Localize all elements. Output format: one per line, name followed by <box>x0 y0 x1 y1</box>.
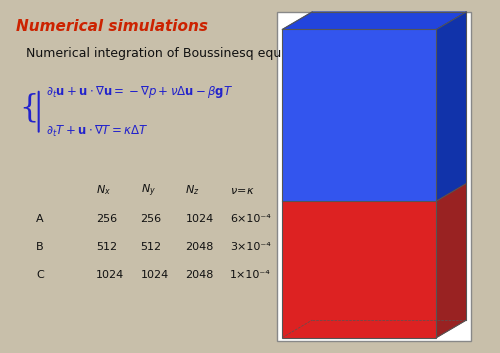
Text: 1024: 1024 <box>186 214 214 223</box>
Text: $\partial_t T + \mathbf{u} \cdot \nabla T = \kappa \Delta T$: $\partial_t T + \mathbf{u} \cdot \nabla … <box>46 124 148 138</box>
Text: 6×10⁻⁴: 6×10⁻⁴ <box>230 214 271 223</box>
Text: B: B <box>36 241 44 252</box>
Text: 1×10⁻⁴: 1×10⁻⁴ <box>230 270 271 280</box>
Bar <box>282 201 436 337</box>
Text: $\nu\!=\!\kappa$: $\nu\!=\!\kappa$ <box>230 186 255 196</box>
Text: 512: 512 <box>96 241 117 252</box>
Text: 512: 512 <box>140 241 162 252</box>
Text: 3×10⁻⁴: 3×10⁻⁴ <box>230 241 271 252</box>
Text: Numerical integration of Boussinesq equation: Numerical integration of Boussinesq equa… <box>26 47 313 60</box>
FancyBboxPatch shape <box>278 12 471 341</box>
Text: 2048: 2048 <box>186 270 214 280</box>
Text: 2048: 2048 <box>186 241 214 252</box>
Bar <box>282 29 436 201</box>
Text: $\partial_t \mathbf{u} + \mathbf{u} \cdot \nabla \mathbf{u} = -\nabla p + \nu \D: $\partial_t \mathbf{u} + \mathbf{u} \cdo… <box>46 84 234 101</box>
Text: C: C <box>36 270 44 280</box>
Polygon shape <box>436 184 466 337</box>
Bar <box>282 29 436 337</box>
Polygon shape <box>282 12 467 29</box>
Text: Numerical simulations: Numerical simulations <box>16 19 208 34</box>
Text: $N_x$: $N_x$ <box>96 184 111 197</box>
Polygon shape <box>436 12 466 201</box>
Text: 256: 256 <box>140 214 162 223</box>
Text: $N_y$: $N_y$ <box>140 182 156 199</box>
Text: A: A <box>36 214 44 223</box>
Text: $N_z$: $N_z$ <box>186 184 200 197</box>
Text: 256: 256 <box>96 214 117 223</box>
Text: {: { <box>20 93 38 124</box>
Text: 1024: 1024 <box>96 270 124 280</box>
Text: 1024: 1024 <box>140 270 169 280</box>
